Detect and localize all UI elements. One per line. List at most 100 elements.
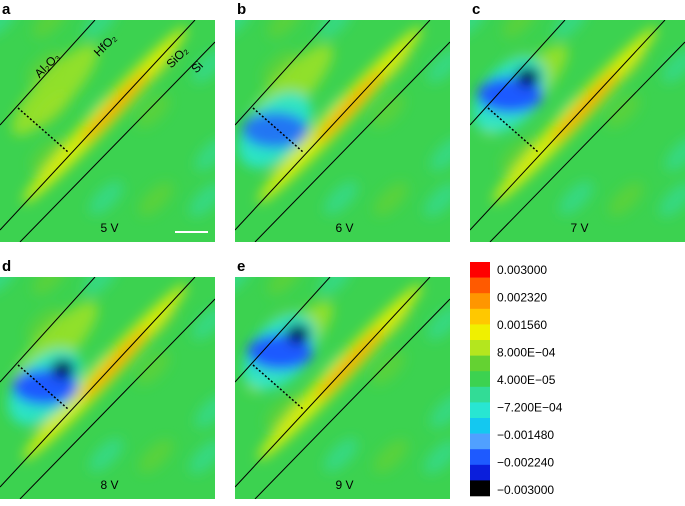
voltage-label: 6 V — [335, 221, 353, 235]
map-panel: 9 V — [235, 277, 450, 499]
texture-blob — [323, 180, 359, 216]
map-texture — [0, 277, 215, 475]
texture-blob — [664, 136, 685, 172]
layer-boundary — [0, 277, 196, 488]
panel-label: d — [2, 258, 11, 275]
texture-blob — [317, 20, 353, 40]
colorbar-swatch — [470, 433, 490, 450]
texture-blob — [373, 181, 409, 217]
map-panel: 7 V — [470, 20, 685, 242]
texture-blob — [429, 393, 450, 429]
voltage-label: 5 V — [100, 221, 118, 235]
map-panel: 8 V — [0, 277, 215, 499]
texture-blob — [317, 277, 353, 297]
colorbar-swatch — [470, 480, 490, 497]
texture-blob — [502, 20, 538, 39]
texture-blob — [188, 182, 215, 218]
layer-boundary — [235, 20, 331, 126]
colorbar-label: −0.003000 — [497, 483, 554, 497]
negative-peak — [516, 67, 540, 87]
texture-blob — [552, 20, 588, 40]
texture-blob — [82, 277, 118, 297]
layer-boundary — [0, 20, 196, 231]
colorbar-swatch — [470, 402, 490, 419]
colorbar-label: −0.002240 — [497, 456, 554, 470]
colorbar-label: 0.002320 — [497, 291, 547, 305]
layer-boundary — [470, 20, 566, 126]
al2o3-region — [12, 44, 98, 136]
layer-boundary — [0, 277, 96, 383]
texture-blob — [423, 182, 450, 218]
voltage-label: 7 V — [570, 221, 588, 235]
colorbar-swatch — [470, 386, 490, 403]
texture-blob — [32, 277, 68, 296]
texture-blob — [499, 137, 535, 173]
colorbar-swatch — [470, 293, 490, 310]
texture-blob — [32, 20, 68, 39]
texture-blob — [88, 437, 124, 473]
texture-blob — [261, 49, 297, 85]
texture-blob — [82, 20, 118, 40]
texture-blob — [423, 439, 450, 475]
panel-label: e — [237, 258, 245, 275]
texture-blob — [661, 48, 685, 84]
voltage-label: 9 V — [335, 478, 353, 492]
map-panel: 6 V — [235, 20, 450, 242]
profile-line — [252, 107, 304, 153]
layer-boundary — [470, 20, 666, 231]
texture-blob — [88, 180, 124, 216]
texture-blob — [29, 137, 65, 173]
layer-boundary — [19, 41, 215, 242]
texture-blob — [26, 306, 62, 342]
texture-blob — [188, 439, 215, 475]
texture-blob — [194, 136, 215, 172]
colorbar-swatch — [470, 371, 490, 388]
map-texture — [235, 20, 450, 218]
profile-line — [17, 107, 69, 153]
texture-blob — [558, 180, 594, 216]
texture-blob — [138, 181, 174, 217]
map-texture — [235, 277, 450, 475]
colorbar-label: −7.200E−04 — [497, 401, 563, 415]
colorbar-swatch — [470, 449, 490, 466]
layer-boundary — [235, 277, 331, 383]
panel-label: c — [472, 1, 480, 18]
negative-peak — [286, 324, 310, 344]
panel-label: a — [2, 1, 11, 18]
layer-boundary — [0, 20, 96, 126]
texture-blob — [267, 20, 303, 39]
texture-blob — [605, 93, 641, 129]
texture-blob — [370, 93, 406, 129]
colorbar-swatch — [470, 308, 490, 325]
colorbar-swatch — [470, 324, 490, 341]
panel-label: b — [237, 1, 246, 18]
voltage-label: 8 V — [100, 478, 118, 492]
negative-peak — [51, 359, 75, 379]
texture-blob — [426, 305, 450, 341]
layer-boundary — [19, 298, 215, 499]
negative-core — [242, 112, 308, 148]
colorbar-label: 8.000E−04 — [497, 346, 556, 360]
texture-blob — [135, 350, 171, 386]
colorbar-swatch — [470, 262, 490, 278]
layer-boundary — [235, 277, 431, 488]
texture-blob — [191, 305, 215, 341]
layer-boundary — [254, 41, 450, 242]
colorbar-swatch — [470, 340, 490, 356]
colorbar-swatch — [470, 277, 490, 294]
texture-blob — [429, 136, 450, 172]
colorbar-label: 4.000E−05 — [497, 373, 556, 387]
texture-blob — [323, 437, 359, 473]
colorbar-swatch — [470, 418, 490, 434]
colorbar-label: 0.003000 — [497, 263, 547, 277]
texture-blob — [264, 394, 300, 430]
texture-blob — [138, 438, 174, 474]
texture-blob — [608, 181, 644, 217]
colorbar-label: 0.001560 — [497, 318, 547, 332]
texture-blob — [194, 393, 215, 429]
profile-line — [252, 364, 304, 410]
texture-blob — [26, 49, 62, 85]
profile-line — [487, 107, 539, 153]
texture-blob — [373, 438, 409, 474]
